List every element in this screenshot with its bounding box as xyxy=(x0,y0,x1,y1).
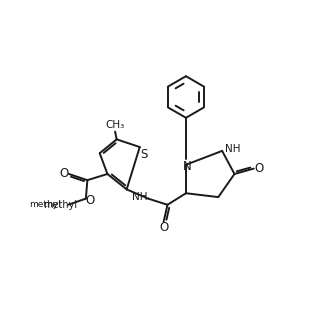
Text: O: O xyxy=(85,194,94,207)
Text: S: S xyxy=(140,148,147,161)
Text: O: O xyxy=(254,162,264,175)
Text: N: N xyxy=(183,160,192,173)
Text: O: O xyxy=(59,167,68,181)
Text: O: O xyxy=(159,221,168,234)
Text: NH: NH xyxy=(225,144,241,154)
Text: methyl: methyl xyxy=(43,200,77,210)
Text: NH: NH xyxy=(132,192,147,202)
Text: methyl: methyl xyxy=(30,200,61,209)
Text: CH₃: CH₃ xyxy=(105,120,125,130)
